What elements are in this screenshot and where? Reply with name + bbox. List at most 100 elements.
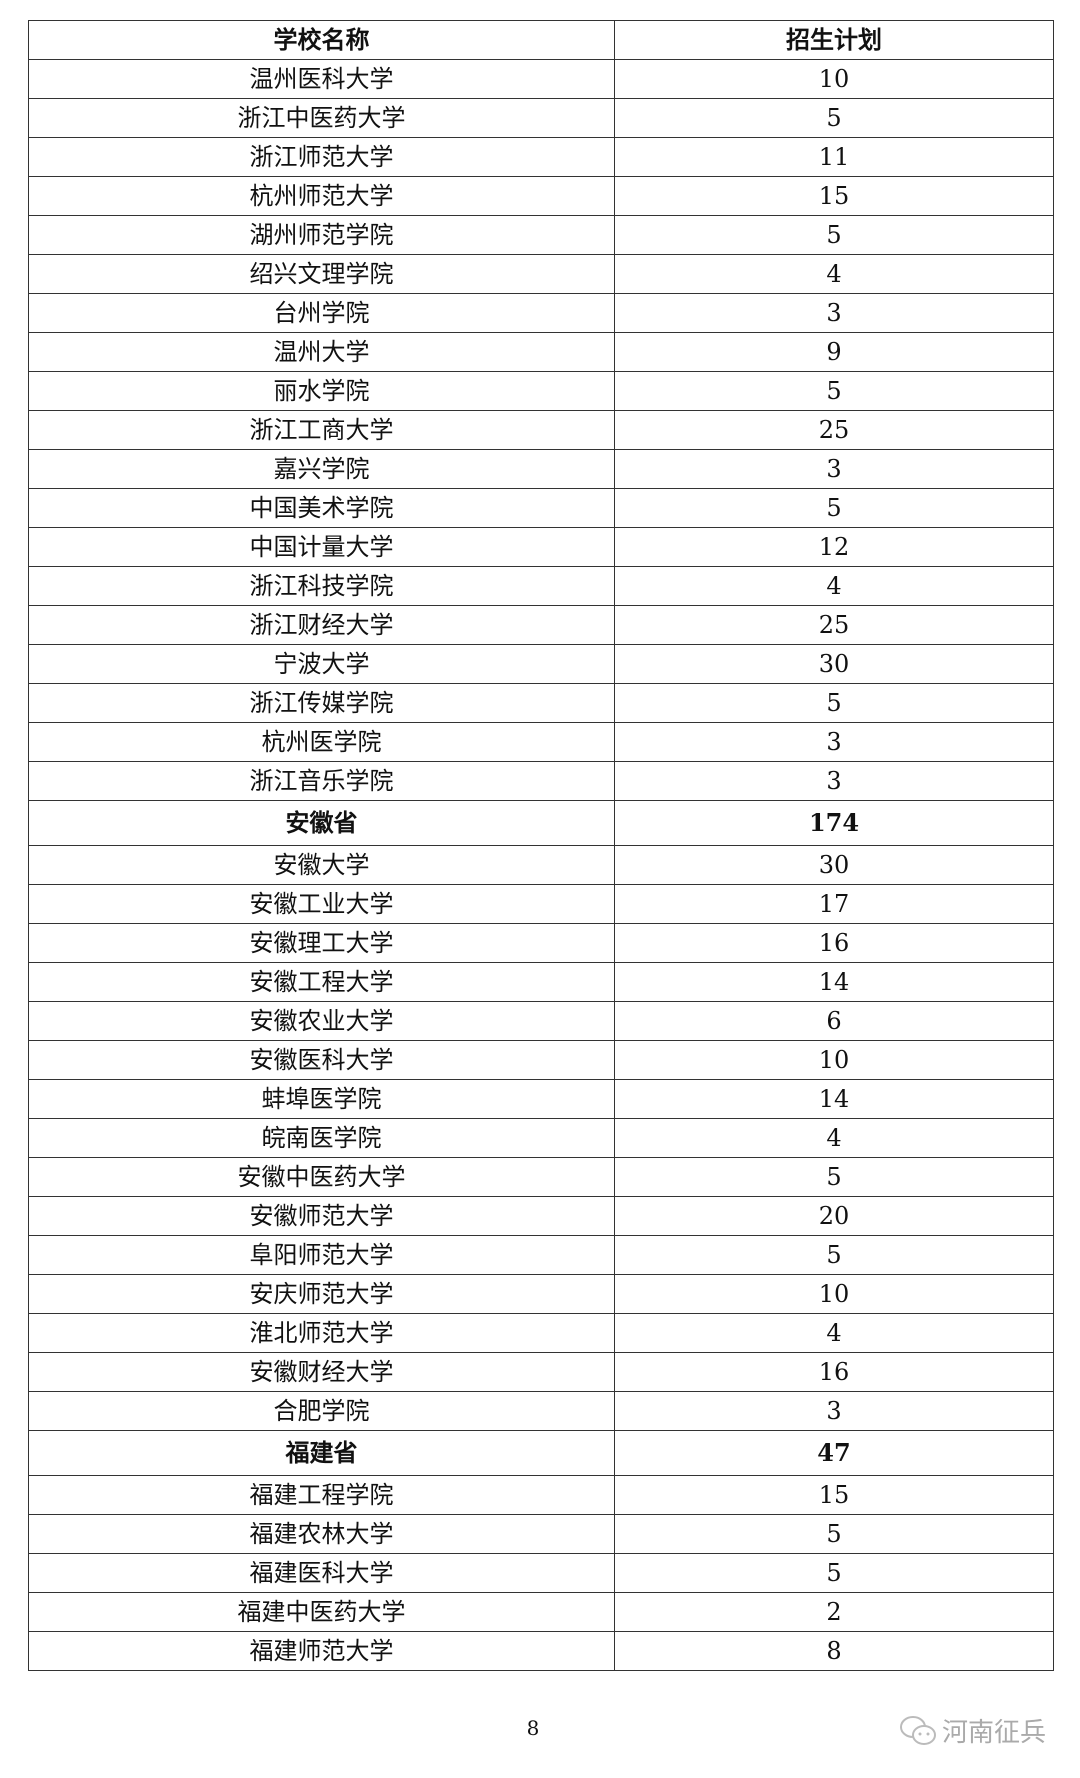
table-row: 福建医科大学 5: [28, 1553, 1054, 1593]
school-name-cell: 福建省: [28, 1430, 615, 1476]
table-row: 杭州师范大学 15: [28, 176, 1054, 216]
enrollment-plan-cell: 3: [614, 722, 1054, 762]
enrollment-plan-cell: 4: [614, 1118, 1054, 1158]
table-row: 蚌埠医学院 14: [28, 1079, 1054, 1119]
enrollment-plan-cell: 5: [614, 1157, 1054, 1197]
school-name-cell: 浙江音乐学院: [28, 761, 615, 801]
enrollment-plan-cell: 8: [614, 1631, 1054, 1671]
enrollment-plan-cell: 30: [614, 644, 1054, 684]
enrollment-plan-cell: 174: [614, 800, 1054, 846]
table-row: 安徽农业大学 6: [28, 1001, 1054, 1041]
enrollment-plan-cell: 3: [614, 449, 1054, 489]
table-row: 合肥学院 3: [28, 1391, 1054, 1431]
enrollment-plan-cell: 12: [614, 527, 1054, 567]
watermark-text: 河南征兵: [942, 1718, 1047, 1748]
enrollment-plan-cell: 47: [614, 1430, 1054, 1476]
enrollment-plan-cell: 15: [614, 1475, 1054, 1515]
school-name-cell: 丽水学院: [28, 371, 615, 411]
school-name-cell: 安徽中医药大学: [28, 1157, 615, 1197]
header-enrollment-plan: 招生计划: [614, 20, 1054, 60]
school-name-cell: 合肥学院: [28, 1391, 615, 1431]
table-header-row: 学校名称 招生计划: [28, 20, 1054, 60]
watermark: 河南征兵: [898, 1712, 1046, 1749]
school-name-cell: 安徽大学: [28, 845, 615, 885]
school-name-cell: 台州学院: [28, 293, 615, 333]
enrollment-plan-cell: 4: [614, 1313, 1054, 1353]
school-name-cell: 福建医科大学: [28, 1553, 615, 1593]
enrollment-plan-cell: 2: [614, 1592, 1054, 1632]
school-name-cell: 福建中医药大学: [28, 1592, 615, 1632]
enrollment-plan-cell: 10: [614, 1274, 1054, 1314]
school-name-cell: 皖南医学院: [28, 1118, 615, 1158]
table-row: 浙江传媒学院 5: [28, 683, 1054, 723]
school-name-cell: 福建师范大学: [28, 1631, 615, 1671]
school-name-cell: 安徽理工大学: [28, 923, 615, 963]
school-name-cell: 阜阳师范大学: [28, 1235, 615, 1275]
table-row: 安徽工业大学 17: [28, 884, 1054, 924]
enrollment-plan-cell: 5: [614, 1514, 1054, 1554]
school-name-cell: 安庆师范大学: [28, 1274, 615, 1314]
table-row: 安庆师范大学 10: [28, 1274, 1054, 1314]
enrollment-plan-cell: 5: [614, 1235, 1054, 1275]
enrollment-plan-cell: 3: [614, 761, 1054, 801]
table-row: 杭州医学院 3: [28, 722, 1054, 762]
school-name-cell: 安徽工程大学: [28, 962, 615, 1002]
school-name-cell: 浙江师范大学: [28, 137, 615, 177]
table-row: 福建中医药大学 2: [28, 1592, 1054, 1632]
enrollment-plan-cell: 14: [614, 962, 1054, 1002]
school-name-cell: 安徽农业大学: [28, 1001, 615, 1041]
enrollment-plan-cell: 9: [614, 332, 1054, 372]
table-row: 浙江科技学院 4: [28, 566, 1054, 606]
enrollment-plan-cell: 30: [614, 845, 1054, 885]
school-name-cell: 蚌埠医学院: [28, 1079, 615, 1119]
enrollment-plan-cell: 16: [614, 1352, 1054, 1392]
enrollment-plan-cell: 25: [614, 410, 1054, 450]
table-row: 温州医科大学 10: [28, 59, 1054, 99]
school-name-cell: 安徽财经大学: [28, 1352, 615, 1392]
table-row: 宁波大学 30: [28, 644, 1054, 684]
school-name-cell: 福建农林大学: [28, 1514, 615, 1554]
enrollment-plan-cell: 14: [614, 1079, 1054, 1119]
header-school-name: 学校名称: [28, 20, 615, 60]
school-name-cell: 安徽省: [28, 800, 615, 846]
enrollment-plan-cell: 6: [614, 1001, 1054, 1041]
table-row: 淮北师范大学 4: [28, 1313, 1054, 1353]
school-name-cell: 杭州医学院: [28, 722, 615, 762]
table-row: 安徽工程大学 14: [28, 962, 1054, 1002]
table-row: 浙江音乐学院 3: [28, 761, 1054, 801]
enrollment-plan-cell: 5: [614, 488, 1054, 528]
school-name-cell: 中国计量大学: [28, 527, 615, 567]
enrollment-plan-cell: 4: [614, 254, 1054, 294]
table-row: 福建师范大学 8: [28, 1631, 1054, 1671]
enrollment-plan-cell: 4: [614, 566, 1054, 606]
table-row: 浙江师范大学 11: [28, 137, 1054, 177]
enrollment-plan-cell: 25: [614, 605, 1054, 645]
table-row: 阜阳师范大学 5: [28, 1235, 1054, 1275]
enrollment-plan-cell: 15: [614, 176, 1054, 216]
table-row: 绍兴文理学院 4: [28, 254, 1054, 294]
school-name-cell: 嘉兴学院: [28, 449, 615, 489]
school-name-cell: 宁波大学: [28, 644, 615, 684]
school-name-cell: 绍兴文理学院: [28, 254, 615, 294]
table-row: 浙江工商大学 25: [28, 410, 1054, 450]
table-row: 浙江财经大学 25: [28, 605, 1054, 645]
school-name-cell: 浙江工商大学: [28, 410, 615, 450]
school-name-cell: 浙江科技学院: [28, 566, 615, 606]
page-number: 8: [526, 1716, 540, 1740]
school-name-cell: 浙江中医药大学: [28, 98, 615, 138]
table-row: 皖南医学院 4: [28, 1118, 1054, 1158]
school-name-cell: 湖州师范学院: [28, 215, 615, 255]
table-row: 安徽理工大学 16: [28, 923, 1054, 963]
enrollment-plan-cell: 5: [614, 683, 1054, 723]
province-row: 福建省 47: [28, 1430, 1054, 1476]
table-row: 安徽中医药大学 5: [28, 1157, 1054, 1197]
school-name-cell: 安徽师范大学: [28, 1196, 615, 1236]
table-row: 嘉兴学院 3: [28, 449, 1054, 489]
school-name-cell: 安徽工业大学: [28, 884, 615, 924]
province-row: 安徽省 174: [28, 800, 1054, 846]
school-name-cell: 浙江财经大学: [28, 605, 615, 645]
school-name-cell: 安徽医科大学: [28, 1040, 615, 1080]
table-row: 安徽财经大学 16: [28, 1352, 1054, 1392]
school-name-cell: 温州医科大学: [28, 59, 615, 99]
table-row: 安徽医科大学 10: [28, 1040, 1054, 1080]
